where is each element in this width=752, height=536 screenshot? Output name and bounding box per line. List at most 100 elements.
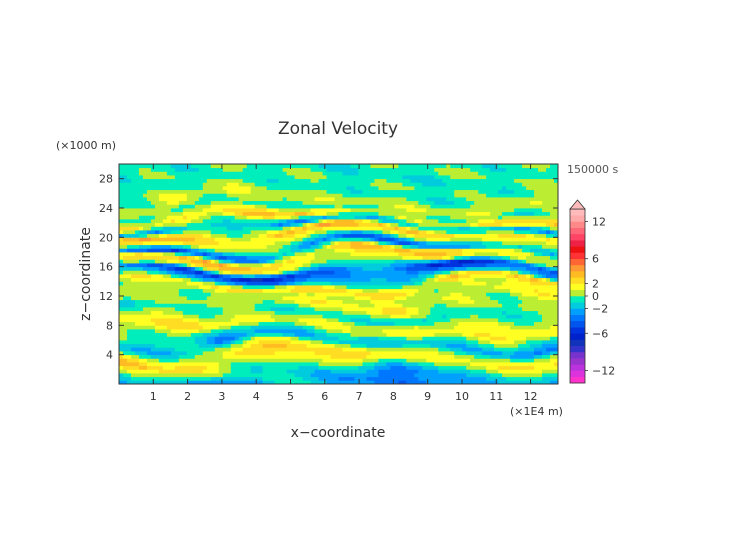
field-cell [226,288,232,293]
field-cell [278,288,284,293]
field-cell [342,325,347,330]
field-cell [162,303,168,308]
field-cell [178,314,184,319]
field-cell [502,318,507,323]
field-cell [414,351,419,356]
field-cell [346,314,351,319]
field-cell [530,233,535,238]
field-cell [326,222,331,227]
field-cell [394,259,399,264]
field-cell [370,299,375,304]
field-cell [310,329,315,334]
field-cell [426,369,431,374]
field-cell [210,332,216,337]
field-cell [390,248,395,253]
field-cell [418,296,423,301]
field-cell [186,369,192,374]
field-cell [434,314,439,319]
field-cell [262,318,268,323]
field-cell [302,354,307,359]
field-cell [494,307,499,312]
field-cell [250,314,256,319]
field-cell [550,354,555,359]
field-cell [270,373,276,378]
field-cell [286,241,292,246]
field-cell [362,336,367,341]
field-cell [510,263,515,268]
field-cell [538,274,543,279]
field-cell [258,303,264,308]
field-cell [182,318,188,323]
field-cell [398,285,403,290]
field-cell [498,288,503,293]
field-cell [238,314,244,319]
field-cell [162,310,168,315]
field-cell [270,303,276,308]
field-cell [190,281,196,286]
field-cell [298,332,303,337]
field-cell [398,351,403,356]
field-cell [502,303,507,308]
field-cell [430,343,435,348]
field-cell [186,230,192,235]
field-cell [482,274,487,279]
field-cell [442,314,447,319]
field-cell [474,362,479,367]
field-cell [378,226,383,231]
field-cell [162,277,168,282]
field-cell [406,365,411,370]
field-cell [134,314,140,319]
field-cell [178,343,184,348]
field-cell [134,354,140,359]
field-cell [402,340,407,345]
field-cell [218,332,224,337]
field-cell [278,292,284,297]
field-cell [518,362,523,367]
field-cell [462,252,467,257]
field-cell [466,318,471,323]
field-cell [266,215,272,220]
field-cell [386,226,391,231]
field-cell [474,321,479,326]
field-cell [406,321,411,326]
field-cell [402,277,407,282]
field-cell [258,281,264,286]
field-cell [222,373,228,378]
field-cell [386,336,391,341]
field-cell [262,274,268,279]
field-cell [222,318,228,323]
field-cell [430,263,435,268]
field-cell [414,285,419,290]
field-cell [302,351,307,356]
field-cell [290,303,295,308]
field-cell [282,270,288,275]
field-cell [214,362,220,367]
field-cell [406,252,411,257]
field-cell [262,358,268,363]
field-cell [478,336,483,341]
field-cell [274,241,280,246]
field-cell [162,358,168,363]
field-cell [250,310,256,315]
field-cell [442,373,447,378]
field-cell [398,292,403,297]
field-cell [362,321,367,326]
field-cell [119,255,124,260]
field-cell [138,281,144,286]
field-cell [394,347,399,352]
field-cell [138,358,144,363]
field-cell [546,336,551,341]
field-cell [122,321,128,326]
field-cell [170,329,176,334]
field-cell [346,310,351,315]
field-cell [218,222,224,227]
field-cell [322,252,327,257]
field-cell [190,369,196,374]
field-cell [442,222,447,227]
field-cell [434,248,439,253]
field-cell [290,222,295,227]
field-cell [150,288,156,293]
field-cell [170,233,176,238]
field-cell [194,340,200,345]
field-cell [282,255,288,260]
